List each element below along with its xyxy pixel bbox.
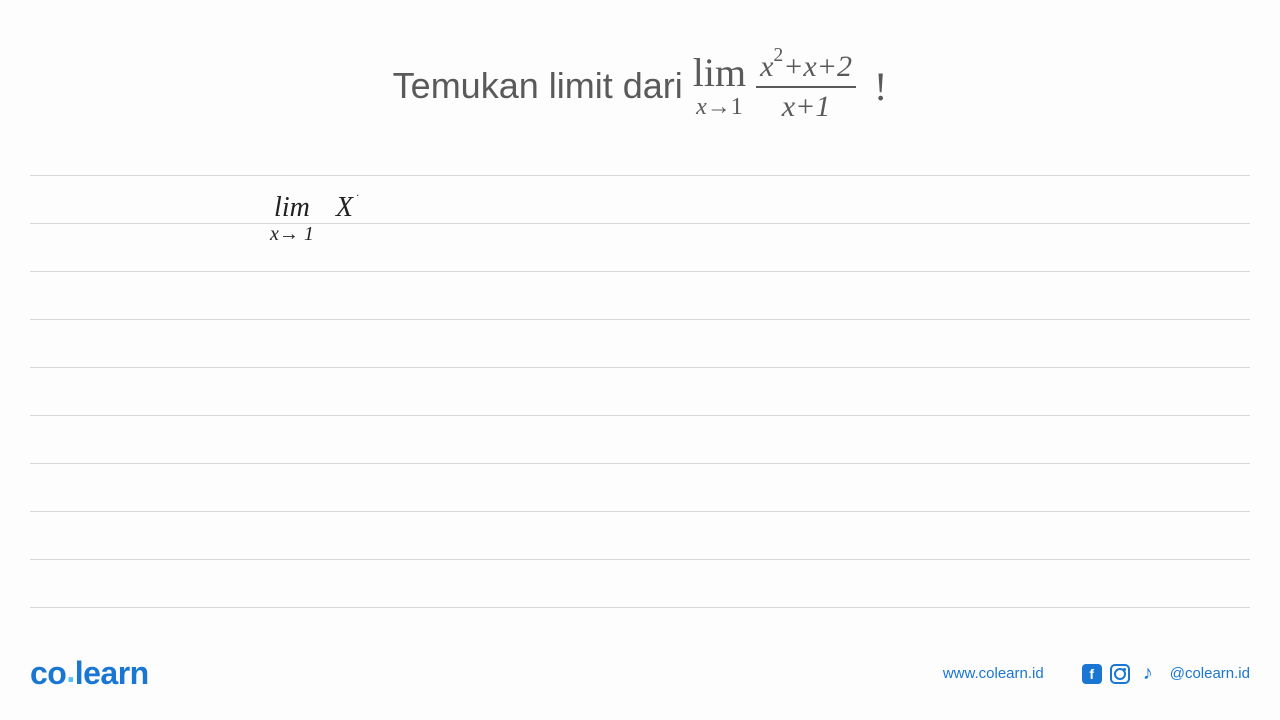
logo: co.learn	[30, 655, 149, 692]
ruled-line	[30, 607, 1250, 608]
fraction: x2+x+2 x+1	[756, 50, 856, 122]
logo-dot: .	[66, 653, 74, 689]
question-prefix: Temukan limit dari	[393, 65, 683, 107]
ruled-line	[30, 271, 1250, 272]
hw-limit-word: lim	[274, 194, 310, 222]
footer-right: www.colearn.id f ♪ @colearn.id	[943, 664, 1250, 684]
footer: co.learn www.colearn.id f ♪ @colearn.id	[30, 655, 1250, 692]
handwriting-area: lim x→ 1 X ·	[270, 192, 353, 244]
ruled-line	[30, 175, 1250, 176]
logo-co: co	[30, 655, 66, 691]
limit-block: lim x→1	[693, 53, 746, 119]
ruled-line	[30, 559, 1250, 560]
logo-learn: learn	[75, 655, 149, 691]
ruled-line	[30, 415, 1250, 416]
page-container: Temukan limit dari lim x→1 x2+x+2 x+1 ! …	[0, 0, 1280, 720]
fraction-denominator: x+1	[778, 88, 835, 122]
ruled-line	[30, 223, 1250, 224]
question-area: Temukan limit dari lim x→1 x2+x+2 x+1 !	[0, 50, 1280, 122]
question-suffix: !	[874, 63, 887, 110]
facebook-icon: f	[1082, 664, 1102, 684]
instagram-icon	[1110, 664, 1130, 684]
hw-term: X ·	[336, 192, 353, 223]
hw-limit-sub: x→ 1	[270, 224, 314, 244]
ruled-line	[30, 511, 1250, 512]
ruled-line	[30, 367, 1250, 368]
ruled-line	[30, 463, 1250, 464]
limit-expression: lim x→1 x2+x+2 x+1	[693, 50, 856, 122]
hw-limit-block: lim x→ 1	[270, 194, 314, 244]
website-url: www.colearn.id	[943, 665, 1044, 682]
ruled-line	[30, 319, 1250, 320]
ruled-area	[30, 175, 1250, 625]
limit-word: lim	[693, 53, 746, 93]
limit-subscript: x→1	[696, 95, 743, 119]
social-handle: @colearn.id	[1170, 665, 1250, 682]
fraction-numerator: x2+x+2	[756, 50, 856, 86]
tiktok-icon: ♪	[1138, 664, 1158, 684]
